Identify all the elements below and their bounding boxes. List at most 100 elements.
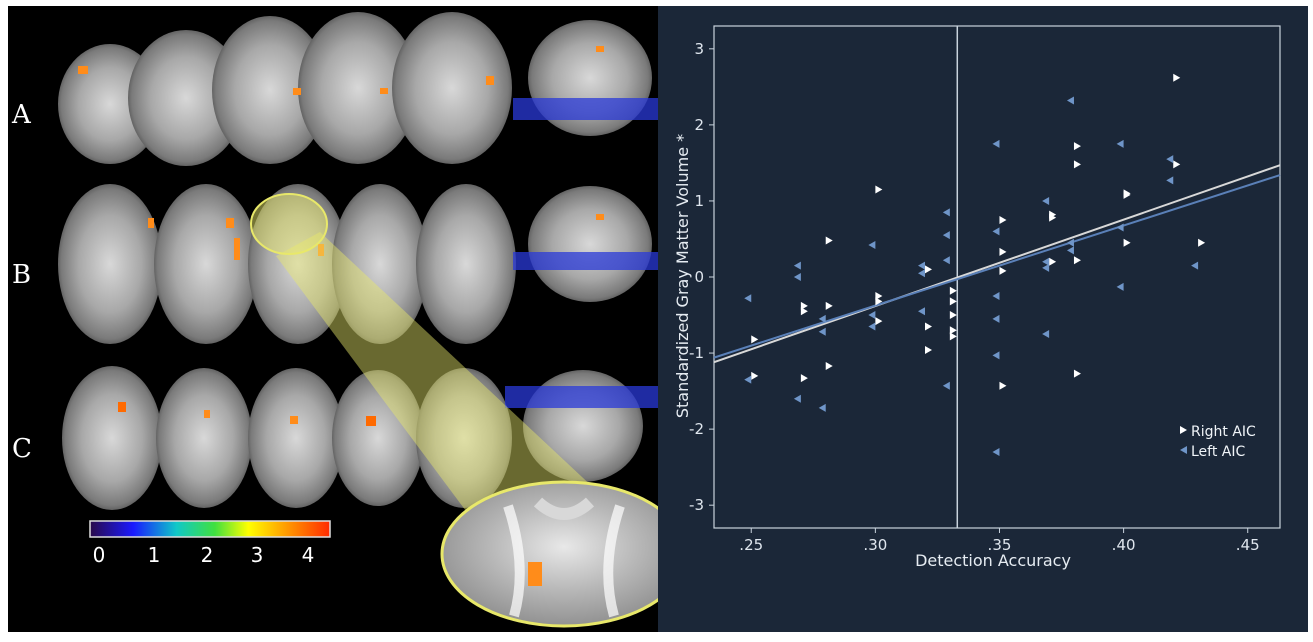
data-point: [949, 286, 957, 295]
data-point: [825, 361, 833, 370]
data-point: [1073, 256, 1081, 265]
legend-label-right-aic: Right AIC: [1191, 424, 1256, 440]
data-point: [918, 261, 926, 270]
data-point: [868, 322, 876, 331]
brain-slice: [154, 184, 258, 344]
data-point: [1066, 96, 1074, 105]
data-point: [949, 297, 957, 306]
data-point: [793, 273, 801, 281]
data-point: [793, 261, 801, 270]
data-point: [875, 185, 883, 194]
legend-marker-right-aic: [1180, 426, 1187, 434]
data-point: [942, 256, 950, 265]
x-tick-label: .25: [739, 536, 763, 554]
data-point: [1049, 213, 1057, 222]
data-point: [925, 346, 933, 355]
y-tick-label: 3: [694, 40, 704, 58]
data-point: [800, 301, 808, 310]
y-tick-label: -1: [689, 344, 704, 362]
data-point: [1066, 238, 1074, 247]
data-point: [925, 322, 933, 331]
data-point: [999, 247, 1007, 256]
data-point: [942, 208, 950, 217]
data-point: [949, 332, 957, 341]
data-point: [1073, 369, 1081, 378]
x-tick-label: .30: [863, 536, 887, 554]
colorbar-tick: 2: [201, 543, 214, 567]
y-tick-label: 1: [694, 192, 704, 210]
data-point: [875, 297, 883, 306]
data-point: [818, 403, 826, 412]
activation-blob: [318, 244, 324, 256]
brain-slice: [416, 184, 516, 344]
data-point: [1166, 155, 1174, 164]
activation-blob: [486, 76, 494, 85]
colorbar: 0 1 2 3 4: [89, 520, 331, 567]
colorbar-tick: 3: [251, 543, 264, 567]
data-point: [793, 394, 801, 403]
activation-blob: [596, 46, 604, 52]
brain-slice: [416, 368, 512, 508]
legend-label-left-aic: Left AIC: [1191, 444, 1245, 460]
x-tick-label: .35: [988, 536, 1012, 554]
data-point: [818, 314, 826, 323]
data-point: [1166, 176, 1174, 185]
data-point: [1116, 282, 1124, 291]
data-point: [868, 241, 876, 250]
data-point: [992, 139, 1000, 148]
data-point: [1116, 139, 1124, 148]
activation-blob: [380, 88, 388, 94]
data-point: [1173, 73, 1181, 82]
data-point: [1042, 196, 1050, 205]
data-point: [918, 269, 926, 278]
brain-slices-panel: 0 1 2 3 4 A B C: [8, 6, 658, 632]
data-point: [992, 227, 1000, 236]
x-tick-label: .40: [1112, 536, 1136, 554]
y-axis-title: Standardized Gray Matter Volume *: [673, 134, 692, 418]
brain-slices-svg: 0 1 2 3 4: [58, 12, 658, 628]
activation-blob: [118, 402, 126, 412]
slice-position-band: [513, 252, 658, 270]
zoom-projection-wedge: [276, 232, 628, 546]
zoom-source-ellipse: [250, 193, 328, 255]
data-point: [949, 311, 957, 320]
data-point: [868, 311, 876, 320]
brain-slice: [392, 12, 512, 164]
data-point: [1042, 257, 1050, 266]
row-label-a: A: [12, 100, 31, 130]
colorbar-tick: 1: [148, 543, 161, 567]
data-point: [1049, 257, 1057, 266]
data-point: [918, 307, 926, 316]
sagittal-slice: [528, 186, 652, 302]
brain-slice: [298, 12, 418, 164]
data-point: [744, 294, 752, 303]
data-point: [992, 351, 1000, 360]
data-point: [800, 307, 808, 316]
activation-blob: [528, 562, 542, 586]
legend-marker-left-aic: [1180, 446, 1187, 454]
data-point: [1191, 261, 1199, 270]
data-point: [800, 374, 808, 383]
y-tick-label: 0: [694, 268, 704, 286]
fit-line: [713, 164, 1281, 364]
activation-blob: [234, 238, 240, 260]
data-point: [825, 301, 833, 310]
data-point: [875, 292, 883, 301]
data-point: [999, 266, 1007, 275]
data-point: [1073, 160, 1081, 169]
activation-blob: [366, 416, 376, 426]
scatter-chart-panel: 3 2 1 0 -1 -2 -3 .25 .30 .35 .40 .45 Detection Acc…: [658, 6, 1308, 632]
data-point: [1123, 190, 1131, 199]
data-point: [825, 236, 833, 245]
zoom-inset: [440, 480, 658, 628]
data-point: [949, 326, 957, 335]
brain-slice: [332, 184, 428, 344]
data-point: [1116, 223, 1124, 232]
slice-position-band: [513, 98, 658, 120]
brain-slice: [156, 368, 252, 508]
legend: Right AIC Left AIC: [1180, 424, 1256, 460]
x-axis-title: Detection Accuracy: [915, 551, 1071, 570]
data-point: [751, 371, 759, 380]
data-point: [999, 215, 1007, 224]
